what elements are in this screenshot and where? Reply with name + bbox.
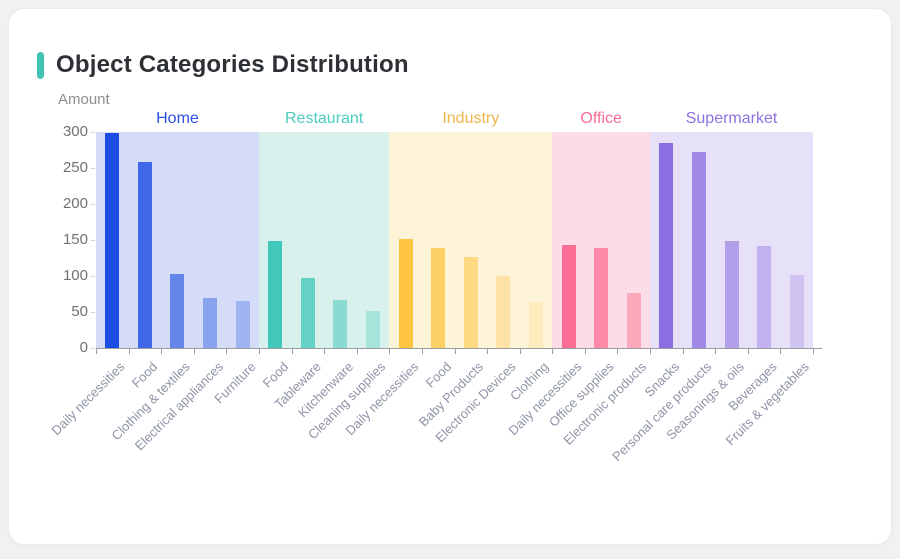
- x-tick-mark: [128, 349, 130, 354]
- group-label-industry: Industry: [442, 110, 500, 127]
- y-tick-mark: [91, 240, 95, 241]
- bar: [757, 246, 772, 348]
- group-label-home: Home: [156, 110, 199, 127]
- bar: [626, 293, 641, 348]
- x-tick-mark: [226, 349, 228, 354]
- bar: [398, 239, 413, 348]
- bar: [691, 152, 706, 348]
- bar: [203, 297, 218, 348]
- group-label-office: Office: [580, 110, 622, 127]
- bar: [366, 310, 381, 348]
- bar: [594, 247, 609, 348]
- x-tick-mark: [96, 349, 97, 354]
- chart-card: Object Categories Distribution Amount 0 5…: [8, 8, 892, 545]
- x-tick-mark: [813, 349, 814, 354]
- group-label-supermarket: Supermarket: [685, 110, 778, 127]
- x-tick-mark: [389, 349, 391, 354]
- x-tick-mark: [421, 349, 423, 354]
- y-tick-label: 250: [62, 159, 88, 176]
- x-tick-mark: [682, 349, 684, 354]
- x-axis-line: [96, 348, 822, 349]
- bar: [137, 162, 152, 348]
- chart-plot: [96, 132, 813, 348]
- x-tick-mark: [356, 349, 358, 354]
- x-tick-mark: [258, 349, 260, 354]
- x-tick-mark: [552, 349, 554, 354]
- x-tick-mark: [780, 349, 782, 354]
- bar: [268, 240, 283, 348]
- bar: [659, 142, 674, 348]
- bar: [333, 300, 348, 348]
- bar: [170, 273, 185, 348]
- y-tick-mark: [91, 348, 95, 349]
- y-tick-label: 300: [62, 123, 88, 140]
- x-tick-mark: [617, 349, 619, 354]
- bar: [561, 245, 576, 348]
- y-tick-mark: [91, 168, 95, 169]
- bar: [724, 240, 739, 348]
- y-tick-label: 200: [62, 195, 88, 212]
- x-tick-mark: [584, 349, 586, 354]
- bar: [463, 256, 478, 348]
- x-tick-mark: [519, 349, 521, 354]
- y-tick-label: 100: [62, 267, 88, 284]
- bar: [496, 276, 511, 348]
- y-tick-label: 150: [62, 231, 88, 248]
- x-tick-mark: [291, 349, 293, 354]
- bar: [235, 301, 250, 348]
- bar: [105, 133, 120, 348]
- x-tick-mark: [193, 349, 195, 354]
- title-row: Object Categories Distribution: [37, 51, 409, 79]
- page-title: Object Categories Distribution: [56, 51, 409, 78]
- title-accent-bar: [37, 51, 44, 79]
- y-tick-mark: [91, 276, 95, 277]
- bar: [300, 278, 315, 348]
- y-tick-mark: [91, 204, 95, 205]
- x-tick-mark: [161, 349, 163, 354]
- chart-area: 0 50 100 150 200 250 300 Home Restaurant Industr…: [9, 9, 893, 546]
- bar: [528, 301, 543, 348]
- y-tick-label: 50: [71, 303, 88, 320]
- y-tick-label: 0: [79, 339, 88, 356]
- x-tick-mark: [715, 349, 717, 354]
- x-tick-mark: [487, 349, 489, 354]
- bar: [789, 274, 804, 348]
- x-tick-mark: [747, 349, 749, 354]
- x-tick-mark: [454, 349, 456, 354]
- y-tick-mark: [91, 132, 95, 133]
- x-tick-mark: [324, 349, 326, 354]
- group-label-restaurant: Restaurant: [284, 110, 364, 127]
- y-axis-name: Amount: [58, 91, 110, 108]
- bar: [431, 247, 446, 348]
- y-tick-mark: [91, 312, 95, 313]
- x-tick-mark: [650, 349, 652, 354]
